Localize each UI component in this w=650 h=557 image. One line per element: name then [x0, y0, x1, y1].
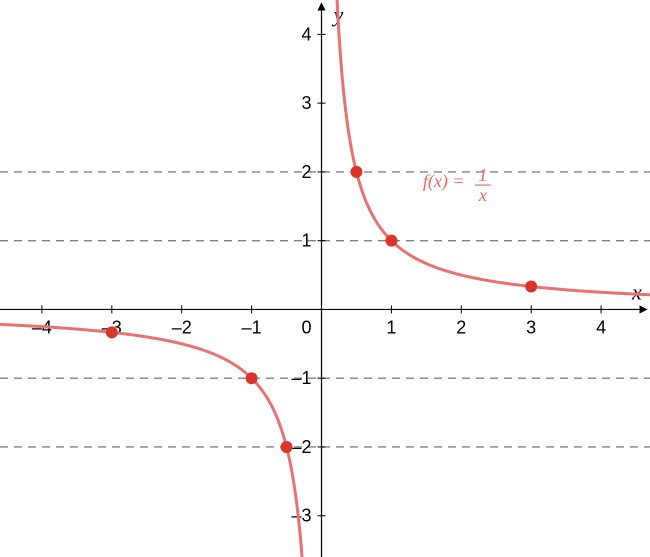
function-label-numerator: 1: [478, 165, 487, 185]
y-tick-label: –3: [291, 506, 311, 526]
marked-point: [246, 372, 258, 384]
y-tick-label: 1: [301, 231, 311, 251]
function-label-denominator: x: [478, 185, 487, 205]
marked-point: [281, 441, 293, 453]
function-label-prefix: f(x) =: [423, 171, 465, 192]
y-tick-label: –2: [291, 437, 311, 457]
marked-point: [106, 326, 118, 338]
y-tick-label: –1: [291, 368, 311, 388]
x-tick-label: 2: [456, 317, 466, 337]
x-tick-label: 0: [301, 317, 311, 337]
y-tick-label: 2: [301, 162, 311, 182]
x-tick-label: 1: [386, 317, 396, 337]
x-tick-label: –1: [242, 317, 262, 337]
reciprocal-function-chart: –4–3–2–101234–3–2–11234yxf(x) = 1x: [0, 0, 650, 557]
x-tick-label: –2: [172, 317, 192, 337]
x-tick-label: 4: [596, 317, 606, 337]
marked-point: [385, 235, 397, 247]
marked-point: [525, 281, 537, 293]
x-axis-label: x: [631, 279, 642, 304]
y-tick-label: 4: [301, 24, 311, 44]
y-tick-label: 3: [301, 93, 311, 113]
marked-point: [350, 166, 362, 178]
chart-bg: [0, 0, 650, 557]
x-tick-label: 3: [526, 317, 536, 337]
